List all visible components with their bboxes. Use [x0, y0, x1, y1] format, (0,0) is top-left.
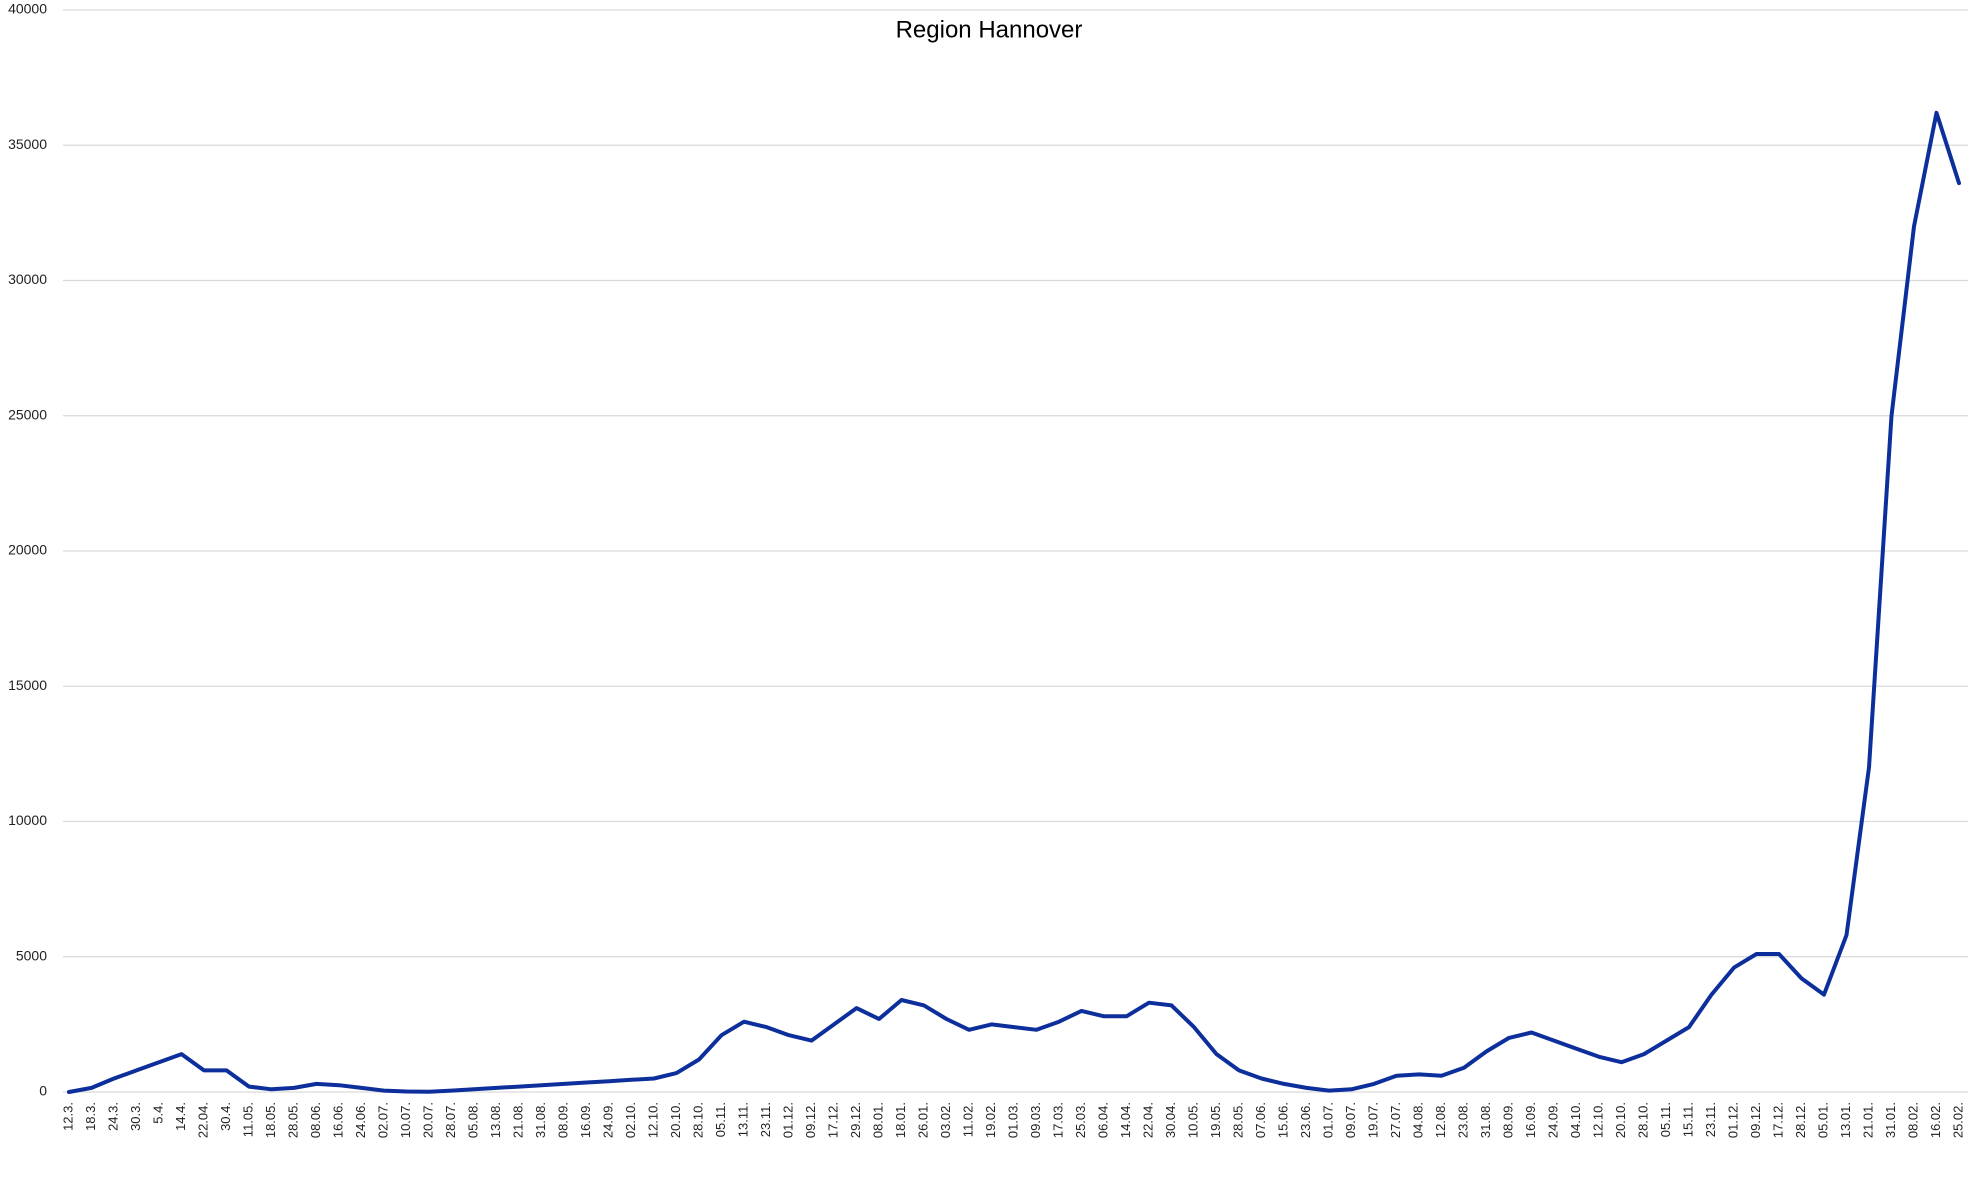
x-tick-label: 18.3.	[83, 1102, 98, 1131]
x-tick-label: 08.09.	[1500, 1102, 1515, 1138]
y-tick-label: 20000	[8, 542, 47, 558]
x-tick-label: 01.12.	[780, 1102, 795, 1138]
x-tick-label: 12.08.	[1433, 1102, 1448, 1138]
x-tick-label: 18.01.	[893, 1102, 908, 1138]
y-tick-label: 5000	[16, 947, 47, 963]
x-tick-label: 20.10.	[668, 1102, 683, 1138]
x-tick-label: 5.4.	[150, 1102, 165, 1124]
y-tick-label: 15000	[8, 677, 47, 693]
x-tick-label: 24.06.	[353, 1102, 368, 1138]
x-tick-label: 10.07.	[398, 1102, 413, 1138]
x-tick-label: 05.11.	[713, 1102, 728, 1137]
x-tick-label: 10.05.	[1185, 1102, 1200, 1138]
x-tick-label: 22.04.	[1140, 1102, 1155, 1138]
x-tick-label: 20.10.	[1613, 1102, 1628, 1138]
x-tick-label: 01.03.	[1005, 1102, 1020, 1138]
y-tick-label: 30000	[8, 271, 47, 287]
x-tick-label: 23.11.	[1703, 1102, 1718, 1137]
x-tick-label: 23.06.	[1298, 1102, 1313, 1138]
x-tick-label: 20.07.	[420, 1102, 435, 1138]
x-tick-label: 09.12.	[1748, 1102, 1763, 1138]
x-tick-label: 28.10.	[690, 1102, 705, 1138]
x-tick-label: 08.02.	[1905, 1102, 1920, 1138]
x-tick-label: 02.07.	[375, 1102, 390, 1138]
x-tick-label: 29.12.	[848, 1102, 863, 1138]
x-tick-label: 08.09.	[555, 1102, 570, 1138]
x-tick-label: 19.02.	[983, 1102, 998, 1138]
x-tick-label: 01.07.	[1320, 1102, 1335, 1138]
x-tick-label: 24.09.	[600, 1102, 615, 1138]
y-tick-label: 40000	[8, 1, 47, 17]
x-tick-label: 05.11.	[1658, 1102, 1673, 1137]
x-tick-label: 11.02.	[960, 1102, 975, 1137]
x-tick-label: 04.08.	[1410, 1102, 1425, 1138]
x-tick-label: 23.08.	[1455, 1102, 1470, 1138]
y-tick-label: 10000	[8, 812, 47, 828]
x-tick-label: 12.3.	[60, 1102, 75, 1131]
x-tick-label: 05.01.	[1815, 1102, 1830, 1138]
x-tick-label: 25.02.	[1950, 1102, 1965, 1138]
x-tick-label: 30.04.	[1163, 1102, 1178, 1138]
x-tick-label: 13.08.	[488, 1102, 503, 1138]
x-tick-label: 19.07.	[1365, 1102, 1380, 1138]
data-line	[67, 110, 1961, 1094]
x-tick-label: 21.08.	[510, 1102, 525, 1138]
x-tick-label: 26.01.	[915, 1102, 930, 1138]
x-tick-label: 24.09.	[1545, 1102, 1560, 1138]
x-tick-label: 15.06.	[1275, 1102, 1290, 1138]
x-tick-label: 27.07.	[1388, 1102, 1403, 1138]
x-tick-label: 16.09.	[1523, 1102, 1538, 1138]
x-tick-label: 12.10.	[645, 1102, 660, 1138]
x-tick-label: 25.03.	[1073, 1102, 1088, 1138]
x-tick-label: 06.04.	[1095, 1102, 1110, 1138]
x-tick-label: 21.01.	[1860, 1102, 1875, 1138]
x-tick-label: 22.04.	[195, 1102, 210, 1138]
x-tick-label: 28.07.	[443, 1102, 458, 1138]
x-tick-label: 30.4.	[218, 1102, 233, 1131]
x-tick-label: 13.01.	[1838, 1102, 1853, 1138]
x-tick-label: 28.10.	[1635, 1102, 1650, 1138]
x-tick-label: 02.10.	[623, 1102, 638, 1138]
x-tick-label: 31.01.	[1883, 1102, 1898, 1138]
x-tick-label: 17.03.	[1050, 1102, 1065, 1138]
x-tick-label: 05.08.	[465, 1102, 480, 1138]
x-tick-label: 28.05.	[1230, 1102, 1245, 1138]
x-tick-label: 07.06.	[1253, 1102, 1268, 1138]
x-tick-label: 14.04.	[1118, 1102, 1133, 1138]
x-tick-label: 09.07.	[1343, 1102, 1358, 1138]
x-tick-label: 18.05.	[263, 1102, 278, 1138]
x-tick-label: 08.06.	[308, 1102, 323, 1138]
x-tick-label: 23.11.	[758, 1102, 773, 1137]
x-tick-label: 31.08.	[533, 1102, 548, 1138]
x-tick-label: 08.01.	[870, 1102, 885, 1138]
x-tick-label: 09.03.	[1028, 1102, 1043, 1138]
x-tick-label: 12.10.	[1590, 1102, 1605, 1138]
x-tick-label: 16.02.	[1928, 1102, 1943, 1138]
x-tick-label: 13.11.	[735, 1102, 750, 1137]
x-tick-label: 11.05.	[240, 1102, 255, 1137]
x-tick-label: 24.3.	[105, 1102, 120, 1131]
x-tick-label: 17.12.	[825, 1102, 840, 1138]
x-tick-label: 09.12.	[803, 1102, 818, 1138]
x-tick-label: 19.05.	[1208, 1102, 1223, 1138]
x-tick-label: 01.12.	[1725, 1102, 1740, 1138]
x-tick-label: 28.12.	[1793, 1102, 1808, 1138]
x-tick-label: 30.3.	[128, 1102, 143, 1131]
chart-title: Region Hannover	[896, 16, 1083, 43]
y-tick-label: 35000	[8, 136, 47, 152]
x-tick-label: 04.10.	[1568, 1102, 1583, 1138]
x-tick-label: 16.09.	[578, 1102, 593, 1138]
y-tick-label: 0	[39, 1083, 47, 1099]
x-tick-label: 15.11.	[1680, 1102, 1695, 1137]
x-tick-label: 31.08.	[1478, 1102, 1493, 1138]
y-tick-label: 25000	[8, 406, 47, 422]
x-tick-label: 03.02.	[938, 1102, 953, 1138]
x-tick-label: 17.12.	[1770, 1102, 1785, 1138]
x-tick-label: 14.4.	[173, 1102, 188, 1131]
x-tick-label: 16.06.	[330, 1102, 345, 1138]
x-tick-label: 28.05.	[285, 1102, 300, 1138]
